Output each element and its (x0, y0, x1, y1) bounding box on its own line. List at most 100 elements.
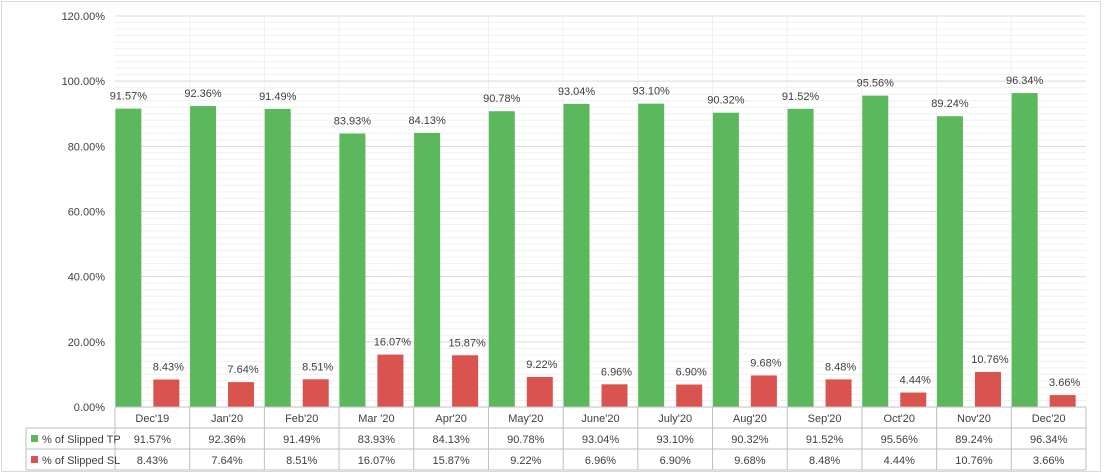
x-category-label: Apr'20 (435, 413, 466, 425)
tp-bar (712, 112, 739, 407)
tp-bar (862, 95, 889, 407)
tp-data-label: 91.52% (782, 91, 820, 103)
table-value-cell: 84.13% (432, 434, 470, 446)
sl-data-label: 8.43% (153, 362, 184, 374)
table-value-cell: 96.34% (1030, 434, 1068, 446)
x-category-label: June'20 (581, 413, 619, 425)
table-value-cell: 91.49% (283, 434, 321, 446)
tp-data-label: 96.34% (1006, 75, 1044, 87)
tp-data-label: 90.32% (707, 95, 745, 107)
sl-bar (302, 379, 329, 407)
x-category-label: Sep'20 (808, 413, 842, 425)
tp-bar (414, 132, 441, 408)
tp-data-label: 92.36% (184, 88, 222, 100)
sl-bar (1049, 395, 1076, 407)
y-tick-label: 20.00% (68, 337, 106, 349)
legend-series-name: % of Slipped SL (42, 455, 120, 467)
table-value-cell: 15.87% (432, 455, 470, 467)
x-category-label: Jan'20 (211, 413, 243, 425)
table-value-cell: 92.36% (208, 434, 246, 446)
table-value-cell: 16.07% (358, 455, 396, 467)
sl-bar (974, 371, 1001, 407)
sl-bar (825, 379, 852, 407)
table-value-cell: 95.56% (881, 434, 919, 446)
tp-bar (936, 116, 963, 408)
tp-bar (339, 133, 366, 407)
table-value-cell: 3.66% (1033, 455, 1064, 467)
y-tick-label: 40.00% (68, 272, 106, 284)
tp-data-label: 83.93% (334, 116, 372, 128)
table-value-cell: 6.96% (585, 455, 616, 467)
x-category-label: Dec'20 (1032, 413, 1066, 425)
tp-data-label: 90.78% (483, 93, 521, 105)
y-tick-label: 80.00% (68, 141, 106, 153)
tp-bar (1011, 93, 1038, 407)
x-category-label: July'20 (658, 413, 692, 425)
tp-bar (638, 103, 665, 407)
table-value-cell: 7.64% (211, 455, 242, 467)
y-tick-label: 0.00% (74, 402, 105, 414)
tp-data-label: 93.10% (633, 86, 671, 98)
tp-data-label: 95.56% (857, 78, 895, 90)
table-value-cell: 8.43% (137, 455, 168, 467)
x-category-label: May'20 (508, 413, 543, 425)
sl-bar (153, 379, 180, 407)
table-value-cell: 89.24% (955, 434, 993, 446)
sl-data-label: 6.96% (601, 366, 632, 378)
x-category-label: Dec'19 (135, 413, 169, 425)
tp-bar (264, 108, 291, 407)
tp-bar (115, 108, 142, 408)
table-value-cell: 93.04% (582, 434, 620, 446)
sl-bar (377, 354, 404, 407)
table-value-cell: 9.22% (510, 455, 541, 467)
sl-data-label: 3.66% (1049, 377, 1080, 389)
legend-swatch (31, 435, 38, 442)
x-category-label: Nov'20 (957, 413, 991, 425)
legend-swatch (31, 456, 38, 463)
x-category-label: Oct'20 (884, 413, 915, 425)
table-value-cell: 4.44% (884, 455, 915, 467)
sl-data-label: 16.07% (374, 337, 412, 349)
table-value-cell: 90.32% (731, 434, 769, 446)
legend-series-name: % of Slipped TP (42, 434, 121, 446)
sl-bar (750, 375, 777, 407)
sl-bar (676, 384, 703, 407)
tp-bar (787, 108, 814, 407)
sl-bar (601, 384, 628, 407)
sl-data-label: 7.64% (227, 364, 258, 376)
tp-data-label: 91.49% (259, 91, 297, 103)
sl-data-label: 4.44% (900, 375, 931, 387)
sl-bar (900, 392, 927, 407)
sl-data-label: 10.76% (971, 354, 1009, 366)
y-tick-label: 100.00% (62, 76, 106, 88)
table-value-cell: 83.93% (358, 434, 396, 446)
table-value-cell: 9.68% (734, 455, 765, 467)
tp-data-label: 91.57% (110, 91, 148, 103)
table-value-cell: 8.48% (809, 455, 840, 467)
tp-data-label: 93.04% (558, 86, 596, 98)
sl-bar (526, 376, 553, 407)
x-category-label: Mar '20 (358, 413, 394, 425)
tp-bar (488, 111, 515, 407)
x-category-label: Aug'20 (733, 413, 767, 425)
y-tick-label: 60.00% (68, 207, 106, 219)
table-value-cell: 90.78% (507, 434, 545, 446)
x-category-label: Feb'20 (285, 413, 318, 425)
table-value-cell: 93.10% (657, 434, 695, 446)
tp-data-label: 89.24% (931, 98, 969, 110)
sl-data-label: 6.90% (676, 367, 707, 379)
sl-data-label: 9.22% (526, 359, 557, 371)
sl-data-label: 9.68% (750, 357, 781, 369)
table-value-cell: 91.52% (806, 434, 844, 446)
table-value-cell: 91.57% (134, 434, 172, 446)
tp-bar (563, 103, 590, 407)
sl-bar (228, 382, 255, 407)
sl-data-label: 8.48% (825, 361, 856, 373)
y-tick-label: 120.00% (62, 11, 106, 23)
sl-bar (452, 355, 479, 407)
table-value-cell: 8.51% (286, 455, 317, 467)
sl-data-label: 8.51% (302, 361, 333, 373)
tp-bar (190, 106, 217, 407)
table-value-cell: 6.90% (660, 455, 691, 467)
tp-data-label: 84.13% (408, 115, 446, 127)
